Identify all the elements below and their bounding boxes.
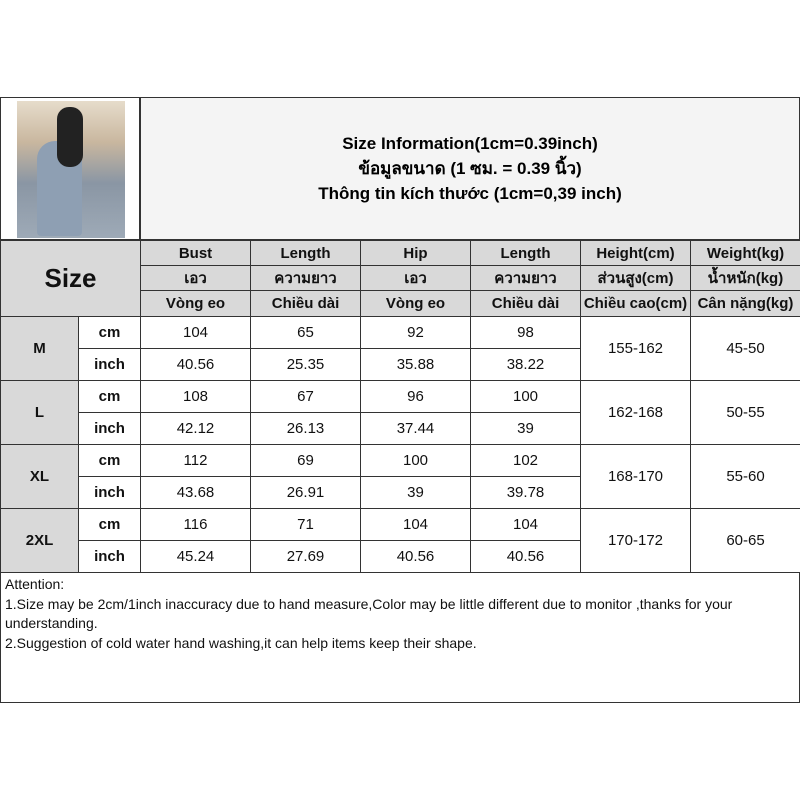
title-english: Size Information(1cm=0.39inch) (342, 134, 598, 153)
column-header: Vòng eo (360, 290, 471, 317)
column-header: Length (250, 240, 361, 266)
column-header: Length (470, 240, 581, 266)
cm-value: 100 (360, 444, 471, 477)
inch-value: 27.69 (250, 540, 361, 573)
cm-value: 100 (470, 380, 581, 413)
unit-label: inch (78, 540, 141, 573)
inch-value: 26.91 (250, 476, 361, 509)
weight-value: 50-55 (690, 380, 800, 445)
weight-value: 55-60 (690, 444, 800, 509)
cm-value: 71 (250, 508, 361, 541)
unit-label: cm (78, 444, 141, 477)
inch-value: 42.12 (140, 412, 251, 445)
column-header: เอว (140, 265, 251, 291)
inch-value: 26.13 (250, 412, 361, 445)
cm-value: 104 (140, 316, 251, 349)
height-value: 162-168 (580, 380, 691, 445)
inch-value: 38.22 (470, 348, 581, 381)
unit-label: cm (78, 508, 141, 541)
size-label: M (0, 316, 79, 381)
attention-note: Attention: 1.Size may be 2cm/1inch inacc… (0, 572, 800, 703)
attention-note-2: 2.Suggestion of cold water hand washing,… (5, 634, 477, 651)
size-label: L (0, 380, 79, 445)
unit-label: cm (78, 316, 141, 349)
column-header: ความยาว (470, 265, 581, 291)
inch-value: 35.88 (360, 348, 471, 381)
cm-value: 65 (250, 316, 361, 349)
unit-label: inch (78, 476, 141, 509)
cm-value: 67 (250, 380, 361, 413)
column-header: ความยาว (250, 265, 361, 291)
title-thai: ข้อมูลขนาด (1 ซม. = 0.39 นิ้ว) (358, 159, 582, 178)
cm-value: 112 (140, 444, 251, 477)
size-info-title: Size Information(1cm=0.39inch) ข้อมูลขนา… (140, 97, 800, 240)
weight-value: 60-65 (690, 508, 800, 573)
column-header: Weight(kg) (690, 240, 800, 266)
column-header: Cân nặng(kg) (690, 290, 800, 317)
cm-value: 69 (250, 444, 361, 477)
height-value: 170-172 (580, 508, 691, 573)
size-label: 2XL (0, 508, 79, 573)
inch-value: 45.24 (140, 540, 251, 573)
cm-value: 116 (140, 508, 251, 541)
title-vietnamese: Thông tin kích thước (1cm=0,39 inch) (318, 184, 622, 203)
cm-value: 92 (360, 316, 471, 349)
column-header: Chiều dài (250, 290, 361, 317)
inch-value: 43.68 (140, 476, 251, 509)
column-header: น้ำหนัก(kg) (690, 265, 800, 291)
cm-value: 108 (140, 380, 251, 413)
column-header: Chiều dài (470, 290, 581, 317)
cm-value: 102 (470, 444, 581, 477)
cm-value: 98 (470, 316, 581, 349)
inch-value: 39 (470, 412, 581, 445)
column-header: ส่วนสูง(cm) (580, 265, 691, 291)
product-photo (0, 97, 140, 240)
column-header: Hip (360, 240, 471, 266)
inch-value: 39 (360, 476, 471, 509)
weight-value: 45-50 (690, 316, 800, 381)
attention-note-1: 1.Size may be 2cm/1inch inaccuracy due t… (5, 595, 733, 632)
unit-label: inch (78, 412, 141, 445)
unit-label: inch (78, 348, 141, 381)
column-header: Vòng eo (140, 290, 251, 317)
inch-value: 39.78 (470, 476, 581, 509)
inch-value: 25.35 (250, 348, 361, 381)
column-header: เอว (360, 265, 471, 291)
inch-value: 40.56 (140, 348, 251, 381)
column-header: Height(cm) (580, 240, 691, 266)
inch-value: 40.56 (360, 540, 471, 573)
column-header: Bust (140, 240, 251, 266)
height-value: 168-170 (580, 444, 691, 509)
cm-value: 104 (360, 508, 471, 541)
unit-label: cm (78, 380, 141, 413)
size-header: Size (0, 240, 141, 317)
size-label: XL (0, 444, 79, 509)
column-header: Chiều cao(cm) (580, 290, 691, 317)
attention-heading: Attention: (5, 576, 65, 592)
inch-value: 40.56 (470, 540, 581, 573)
height-value: 155-162 (580, 316, 691, 381)
inch-value: 37.44 (360, 412, 471, 445)
cm-value: 96 (360, 380, 471, 413)
cm-value: 104 (470, 508, 581, 541)
